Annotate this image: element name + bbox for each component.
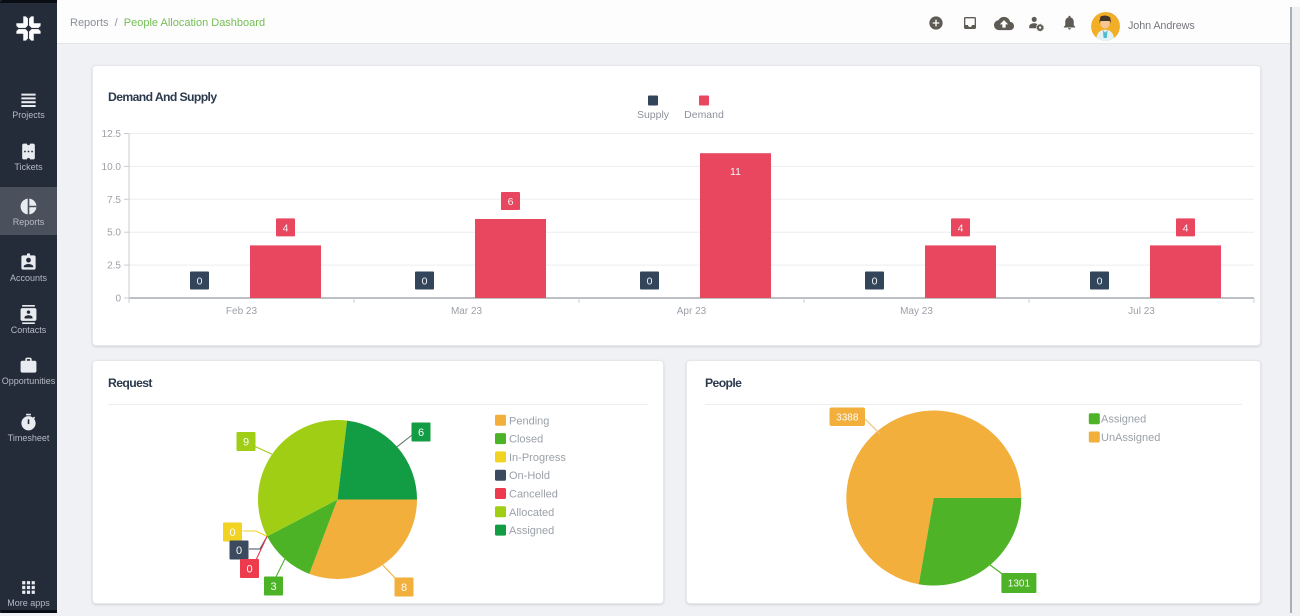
svg-text:4: 4 bbox=[958, 222, 964, 234]
svg-text:Apr 23: Apr 23 bbox=[677, 306, 707, 317]
svg-text:Allocated: Allocated bbox=[509, 507, 554, 519]
svg-text:Assigned: Assigned bbox=[509, 525, 554, 537]
svg-text:Supply: Supply bbox=[637, 109, 670, 121]
svg-text:8: 8 bbox=[401, 582, 407, 594]
svg-text:Jul 23: Jul 23 bbox=[1128, 306, 1155, 317]
svg-text:1301: 1301 bbox=[1008, 579, 1031, 590]
svg-text:Demand: Demand bbox=[684, 109, 724, 121]
svg-text:In-Progress: In-Progress bbox=[509, 452, 566, 464]
svg-text:0: 0 bbox=[422, 275, 428, 287]
svg-text:5.0: 5.0 bbox=[107, 228, 121, 239]
svg-text:10.0: 10.0 bbox=[102, 162, 122, 173]
svg-text:Assigned: Assigned bbox=[1101, 414, 1146, 426]
svg-text:0: 0 bbox=[115, 294, 121, 305]
svg-text:9: 9 bbox=[243, 436, 249, 448]
svg-text:May 23: May 23 bbox=[900, 306, 933, 317]
svg-text:11: 11 bbox=[730, 166, 741, 178]
svg-text:0: 0 bbox=[872, 275, 878, 287]
svg-text:On-Hold: On-Hold bbox=[509, 470, 550, 482]
svg-text:0: 0 bbox=[647, 275, 653, 287]
svg-text:3: 3 bbox=[270, 581, 276, 593]
svg-text:UnAssigned: UnAssigned bbox=[1101, 432, 1160, 444]
svg-text:6: 6 bbox=[418, 427, 424, 439]
svg-text:0: 0 bbox=[236, 545, 242, 557]
svg-text:Pending: Pending bbox=[509, 415, 549, 427]
svg-text:4: 4 bbox=[283, 222, 289, 234]
svg-text:Feb 23: Feb 23 bbox=[226, 306, 258, 317]
svg-text:12.5: 12.5 bbox=[102, 129, 122, 140]
svg-text:3388: 3388 bbox=[836, 413, 859, 424]
svg-text:0: 0 bbox=[246, 563, 252, 575]
svg-text:4: 4 bbox=[1183, 222, 1189, 234]
svg-text:Cancelled: Cancelled bbox=[509, 489, 558, 501]
svg-text:6: 6 bbox=[508, 196, 514, 208]
svg-text:2.5: 2.5 bbox=[107, 261, 121, 272]
svg-text:0: 0 bbox=[197, 275, 203, 287]
svg-text:Closed: Closed bbox=[509, 434, 543, 446]
svg-text:7.5: 7.5 bbox=[107, 195, 121, 206]
svg-text:0: 0 bbox=[1097, 275, 1103, 287]
svg-text:Mar 23: Mar 23 bbox=[451, 306, 483, 317]
svg-text:0: 0 bbox=[229, 527, 235, 539]
